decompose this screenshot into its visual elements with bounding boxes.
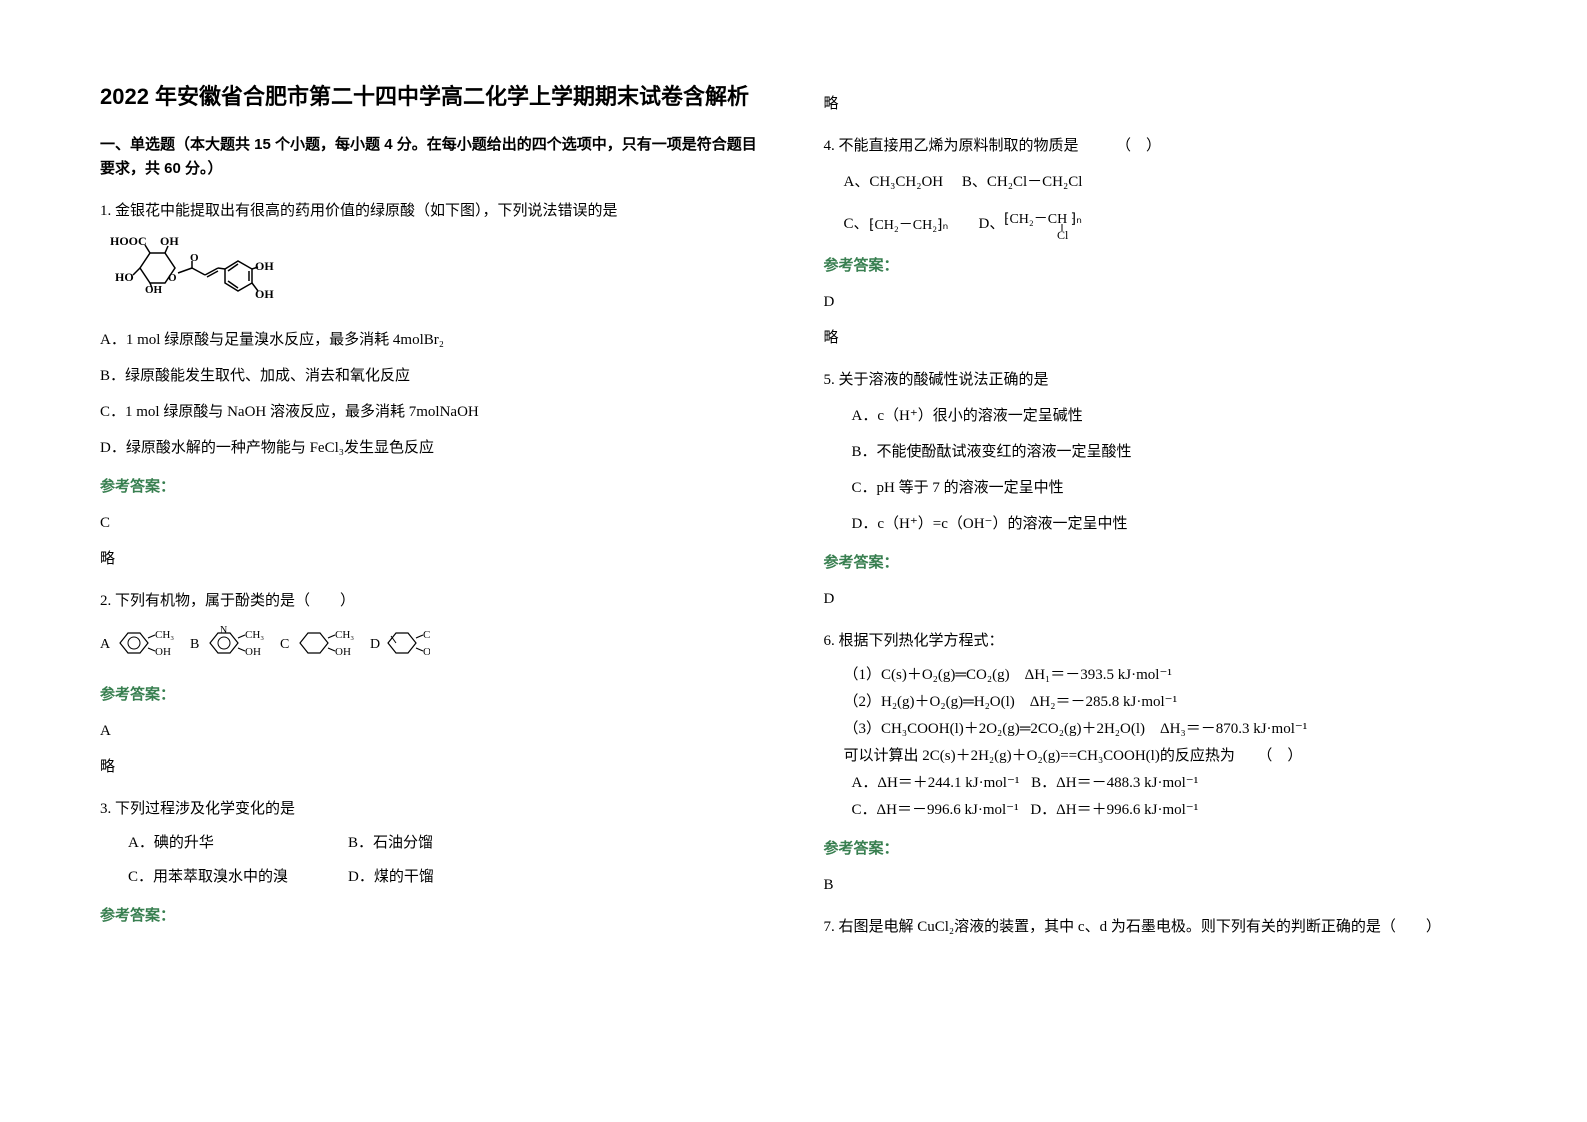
- page-container: 2022 年安徽省合肥市第二十四中学高二化学上学期期末试卷含解析 一、单选题（本…: [100, 80, 1487, 949]
- svg-text:OH: OH: [160, 234, 179, 248]
- q3-option-b: B．石油分馏: [348, 831, 433, 855]
- question-5-text: 5. 关于溶液的酸碱性说法正确的是: [824, 368, 1488, 392]
- question-3: 3. 下列过程涉及化学变化的是 A．碘的升华 B．石油分馏 C．用苯萃取溴水中的…: [100, 797, 764, 889]
- svg-text:OH: OH: [245, 646, 261, 658]
- svg-text:⁅CH₂－CH₂⁆ₙ: ⁅CH₂－CH₂⁆ₙ: [869, 218, 948, 233]
- q5-option-b: B．不能使酚酞试液变红的溶液一定呈酸性: [824, 440, 1488, 464]
- question-1-text: 1. 金银花中能提取出有很高的药用价值的绿原酸（如下图），下列说法错误的是: [100, 199, 764, 223]
- q4-option-c-label: C、: [844, 212, 869, 236]
- question-2-text: 2. 下列有机物，属于酚类的是（ ）: [100, 589, 764, 613]
- q6-line2: （2）H₂(g)＋O₂(g)═H₂O(l) ΔH₂＝－285.8 kJ·mol⁻…: [824, 690, 1488, 714]
- answer-header-6: 参考答案：: [824, 837, 1488, 861]
- svg-text:CH₃: CH₃: [155, 629, 174, 641]
- q6-option-c: C．ΔH＝－996.6 kJ·mol⁻¹: [852, 802, 1019, 818]
- q6-option-a: A．ΔH＝＋244.1 kJ·mol⁻¹: [852, 775, 1020, 791]
- question-4: 4. 不能直接用乙烯为原料制取的物质是 （ ） A、CH₃CH₂OH B、CH₂…: [824, 134, 1488, 239]
- svg-text:O: O: [168, 272, 177, 284]
- svg-text:N: N: [220, 625, 227, 636]
- svg-text:OH: OH: [255, 287, 274, 301]
- question-2: 2. 下列有机物，属于酚类的是（ ） A CH₃ OH B N CH₃: [100, 589, 764, 668]
- svg-text:D: D: [370, 637, 380, 652]
- answer-6: B: [824, 873, 1488, 897]
- question-7-text: 7. 右图是电解 CuCl₂溶液的装置，其中 c、d 为石墨电极。则下列有关的判…: [824, 915, 1488, 939]
- question-3-text: 3. 下列过程涉及化学变化的是: [100, 797, 764, 821]
- polymer-d-icon: ⁅CH₂－CH ⁆ₙ Cl: [1004, 209, 1094, 239]
- svg-text:B: B: [190, 637, 199, 652]
- q5-option-d: D．c（H⁺）=c（OH⁻）的溶液一定呈中性: [824, 512, 1488, 536]
- answer-2: A: [100, 719, 764, 743]
- question-5: 5. 关于溶液的酸碱性说法正确的是 A．c（H⁺）很小的溶液一定呈碱性 B．不能…: [824, 368, 1488, 536]
- answer-header-4: 参考答案：: [824, 254, 1488, 278]
- q5-option-a: A．c（H⁺）很小的溶液一定呈碱性: [824, 404, 1488, 428]
- svg-text:CH₃: CH₃: [335, 629, 354, 641]
- q2-options-diagram: A CH₃ OH B N CH₃ OH C: [100, 623, 764, 668]
- svg-text:C: C: [280, 637, 289, 652]
- q3-option-d: D．煤的干馏: [348, 865, 434, 889]
- answer-header-3: 参考答案：: [100, 904, 764, 928]
- svg-text:OH: OH: [145, 284, 163, 296]
- svg-text:OH: OH: [335, 646, 351, 658]
- q5-option-c: C．pH 等于 7 的溶液一定呈中性: [824, 476, 1488, 500]
- answer-header-1: 参考答案：: [100, 475, 764, 499]
- document-title: 2022 年安徽省合肥市第二十四中学高二化学上学期期末试卷含解析: [100, 80, 764, 113]
- answer-header-2: 参考答案：: [100, 683, 764, 707]
- q3-option-a: A．碘的升华: [128, 831, 348, 855]
- q4-option-d-label: D、: [979, 212, 1005, 236]
- svg-text:CH₃: CH₃: [245, 629, 264, 641]
- left-column: 2022 年安徽省合肥市第二十四中学高二化学上学期期末试卷含解析 一、单选题（本…: [100, 80, 764, 949]
- molecule-diagram: HOOC OH HO OH O O: [110, 233, 764, 316]
- svg-text:Cl: Cl: [1057, 228, 1069, 239]
- q6-option-d: D．ΔH＝＋996.6 kJ·mol⁻¹: [1030, 802, 1198, 818]
- q3-option-c: C．用苯萃取溴水中的溴: [128, 865, 348, 889]
- q6-option-b: B．ΔH＝－488.3 kJ·mol⁻¹: [1031, 775, 1198, 791]
- answer-1: C: [100, 511, 764, 535]
- question-6: 6. 根据下列热化学方程式： （1）C(s)＋O₂(g)═CO₂(g) ΔH₁＝…: [824, 629, 1488, 822]
- question-4-text: 4. 不能直接用乙烯为原料制取的物质是 （ ）: [824, 134, 1488, 158]
- svg-text:HO: HO: [115, 270, 134, 284]
- question-7: 7. 右图是电解 CuCl₂溶液的装置，其中 c、d 为石墨电极。则下列有关的判…: [824, 915, 1488, 939]
- polymer-c-icon: ⁅CH₂－CH₂⁆ₙ: [869, 214, 959, 234]
- q1-option-b: B．绿原酸能发生取代、加成、消去和氧化反应: [100, 364, 764, 388]
- answer-4: D: [824, 290, 1488, 314]
- svg-text:CH₃: CH₃: [423, 629, 430, 641]
- q6-line3: （3）CH₃COOH(l)＋2O₂(g)═2CO₂(g)＋2H₂O(l) ΔH₃…: [824, 717, 1488, 741]
- answer-5: D: [824, 587, 1488, 611]
- question-6-text: 6. 根据下列热化学方程式：: [824, 629, 1488, 653]
- q1-option-c: C．1 mol 绿原酸与 NaOH 溶液反应，最多消耗 7molNaOH: [100, 400, 764, 424]
- svg-text:⁅CH₂－CH ⁆ₙ: ⁅CH₂－CH ⁆ₙ: [1004, 212, 1082, 227]
- svg-text:OH: OH: [155, 646, 171, 658]
- section-header: 一、单选题（本大题共 15 个小题，每小题 4 分。在每小题给出的四个选项中，只…: [100, 133, 764, 181]
- answer-header-5: 参考答案：: [824, 551, 1488, 575]
- svg-text:OH: OH: [423, 646, 430, 658]
- q6-line1: （1）C(s)＋O₂(g)═CO₂(g) ΔH₁＝－393.5 kJ·mol⁻¹: [824, 663, 1488, 687]
- omit-3: 略: [824, 92, 1488, 116]
- q1-option-a: A．1 mol 绿原酸与足量溴水反应，最多消耗 4molBr₂: [100, 328, 764, 352]
- omit-4: 略: [824, 326, 1488, 350]
- svg-text:A: A: [100, 637, 111, 652]
- omit-2: 略: [100, 755, 764, 779]
- q4-option-a: A、CH₃CH₂OH: [844, 174, 944, 190]
- omit-1: 略: [100, 547, 764, 571]
- svg-text:OH: OH: [255, 259, 274, 273]
- q1-option-d: D．绿原酸水解的一种产物能与 FeCl₃发生显色反应: [100, 436, 764, 460]
- svg-text:HOOC: HOOC: [110, 234, 147, 248]
- q6-line4: 可以计算出 2C(s)＋2H₂(g)＋O₂(g)==CH₃COOH(l)的反应热…: [824, 744, 1488, 768]
- q4-option-b: B、CH₂Cl－CH₂Cl: [962, 174, 1082, 190]
- question-1: 1. 金银花中能提取出有很高的药用价值的绿原酸（如下图），下列说法错误的是 HO…: [100, 199, 764, 460]
- right-column: 略 4. 不能直接用乙烯为原料制取的物质是 （ ） A、CH₃CH₂OH B、C…: [824, 80, 1488, 949]
